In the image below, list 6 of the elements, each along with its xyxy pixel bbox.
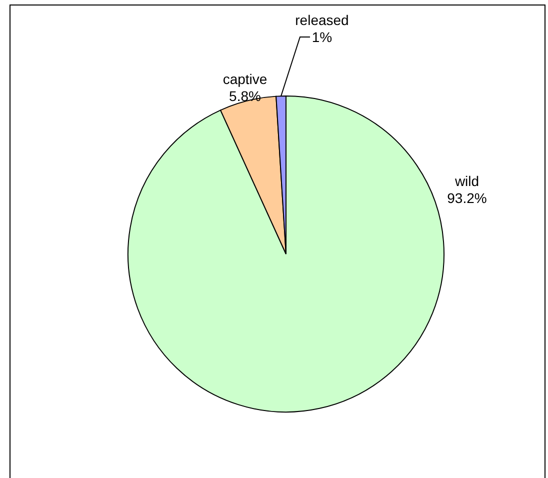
data-label: 1% [312,29,332,45]
data-label: 5.8% [229,88,261,104]
slice-label: wild [454,173,480,189]
slice-label: captive [222,71,268,87]
slice-label: released [295,12,349,28]
data-label: 93.2% [447,190,487,206]
